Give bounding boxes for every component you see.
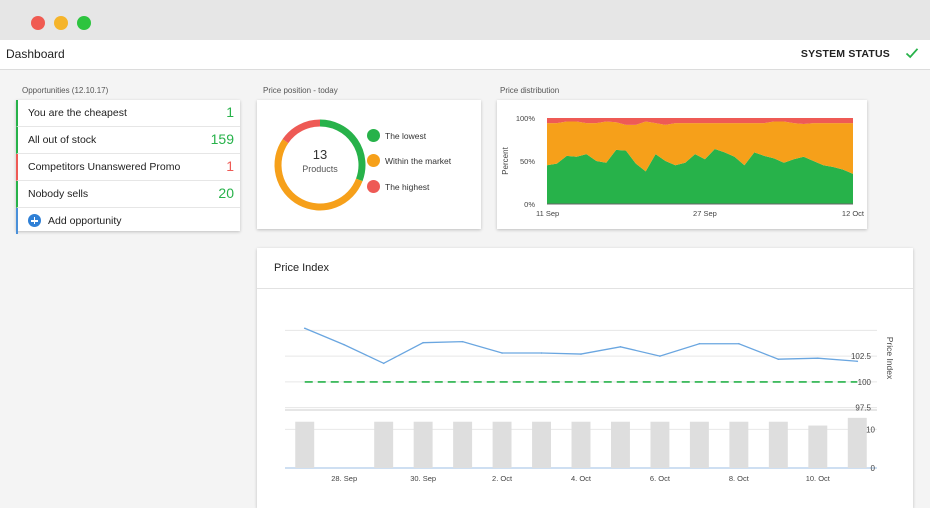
donut-slice-0	[319, 119, 366, 182]
add-opportunity-label: Add opportunity	[48, 215, 122, 227]
legend-dot	[367, 180, 380, 193]
price-index-point	[382, 362, 385, 365]
legend-dot	[367, 154, 380, 167]
legend-label: The highest	[385, 182, 430, 192]
volume-bar	[492, 421, 512, 468]
volume-bar	[374, 421, 394, 468]
price-index-point	[501, 352, 503, 354]
price-index-line	[304, 327, 858, 365]
x-tick-label: 12 Oct	[842, 209, 865, 218]
x-tick-label: 6. Oct	[650, 474, 671, 483]
x-tick-label: 4. Oct	[571, 474, 592, 483]
price-index-point	[303, 327, 306, 330]
page-title: Dashboard	[6, 47, 65, 61]
volume-bar	[571, 421, 591, 468]
legend-label: The lowest	[385, 131, 427, 141]
price-index-point	[777, 358, 780, 360]
legend-label: Within the market	[385, 156, 452, 166]
plus-circle-icon	[28, 214, 41, 227]
volume-bar	[847, 417, 867, 468]
x-tick-label: 10. Oct	[806, 474, 831, 483]
opportunity-label: All out of stock	[28, 134, 97, 146]
volume-bar	[610, 421, 630, 468]
y-axis-label: Price Index	[885, 337, 895, 380]
window-titlebar	[0, 0, 930, 41]
volume-bar	[453, 421, 473, 468]
opportunity-row-cheapest[interactable]: You are the cheapest 1	[16, 100, 240, 127]
area-series-0	[547, 148, 853, 204]
price-index-card: Price Index 97.5 100 102.5 Price Index 10 0 28…	[257, 248, 913, 508]
price-index-point	[580, 353, 582, 355]
volume-bar	[413, 421, 433, 468]
x-tick-label: 30. Sep	[410, 474, 436, 483]
price-index-point	[738, 342, 740, 345]
y-tick-label: 102.5	[851, 352, 872, 361]
opportunity-label: Nobody sells	[28, 188, 89, 200]
opportunity-label: Competitors Unanswered Promo	[28, 161, 181, 173]
donut-center-value: 13	[312, 147, 328, 162]
opportunities-label: Opportunities (12.10.17)	[22, 86, 109, 95]
donut-center-label: Products	[302, 164, 338, 174]
y-tick-label: 50%	[520, 157, 535, 166]
price-index-point	[817, 357, 819, 359]
price-index-title: Price Index	[274, 262, 330, 274]
close-window-button[interactable]	[31, 16, 45, 30]
opportunity-count: 159	[210, 131, 234, 147]
opportunity-count: 20	[218, 185, 234, 201]
opportunity-row-nobody-sells[interactable]: Nobody sells 20	[16, 181, 240, 208]
donut-slice-1	[274, 139, 363, 211]
area-series-1	[547, 121, 853, 174]
x-tick-label: 2. Oct	[492, 474, 513, 483]
opportunity-row-unanswered-promo[interactable]: Competitors Unanswered Promo 1	[16, 154, 240, 181]
price-index-point	[461, 340, 464, 343]
minimize-window-button[interactable]	[54, 16, 68, 30]
price-distribution-card: 0% 50% 100% 11 Sep 27 Sep 12 Oct Percent	[497, 100, 867, 229]
opportunity-count: 1	[226, 158, 234, 174]
volume-bar	[650, 421, 670, 468]
x-tick-label: 28. Sep	[331, 474, 357, 483]
y-axis-label: Percent	[501, 146, 510, 174]
area-series-2	[547, 118, 853, 125]
volume-bar	[689, 421, 709, 468]
y-tick-label: 0%	[524, 200, 535, 209]
price-distribution-label: Price distribution	[500, 86, 560, 95]
price-index-point	[540, 352, 543, 354]
price-position-card: 13 Products The lowest Within the market…	[257, 100, 481, 229]
opportunity-label: You are the cheapest	[28, 107, 127, 119]
check-icon	[905, 48, 919, 59]
system-status-label[interactable]: SYSTEM STATUS	[800, 48, 890, 60]
y-tick-label: 97.5	[855, 404, 871, 413]
x-tick-label: 11 Sep	[536, 209, 559, 218]
price-index-point	[659, 355, 661, 357]
x-tick-label: 27 Sep	[693, 209, 717, 218]
price-index-point	[343, 343, 345, 346]
bar-y-tick-label: 10	[866, 425, 875, 434]
donut-slice-2	[282, 119, 321, 144]
price-index-point	[619, 346, 622, 348]
app-header: Dashboard SYSTEM STATUS	[0, 40, 930, 70]
price-index-point	[698, 342, 701, 345]
y-tick-label: 100%	[516, 114, 536, 123]
volume-bar	[768, 421, 788, 468]
price-distribution-chart: 0% 50% 100% 11 Sep 27 Sep 12 Oct Percent	[501, 114, 865, 218]
volume-bar	[295, 421, 315, 468]
maximize-window-button[interactable]	[77, 16, 91, 30]
opportunities-card: You are the cheapest 1 All out of stock …	[16, 100, 240, 234]
x-tick-label: 8. Oct	[729, 474, 750, 483]
opportunity-row-out-of-stock[interactable]: All out of stock 159	[16, 127, 240, 154]
y-tick-label: 100	[858, 378, 872, 387]
legend-dot	[367, 129, 380, 142]
volume-bar	[729, 421, 749, 468]
add-opportunity-button[interactable]: Add opportunity	[16, 208, 240, 234]
opportunity-count: 1	[226, 104, 234, 120]
volume-bar	[808, 425, 828, 468]
price-position-label: Price position - today	[263, 86, 338, 95]
price-index-point	[856, 360, 859, 363]
volume-bar	[532, 421, 552, 468]
price-index-divider	[257, 288, 913, 289]
price-position-donut	[274, 119, 366, 211]
price-index-point	[422, 341, 424, 344]
bar-y-tick-label: 0	[871, 464, 876, 473]
